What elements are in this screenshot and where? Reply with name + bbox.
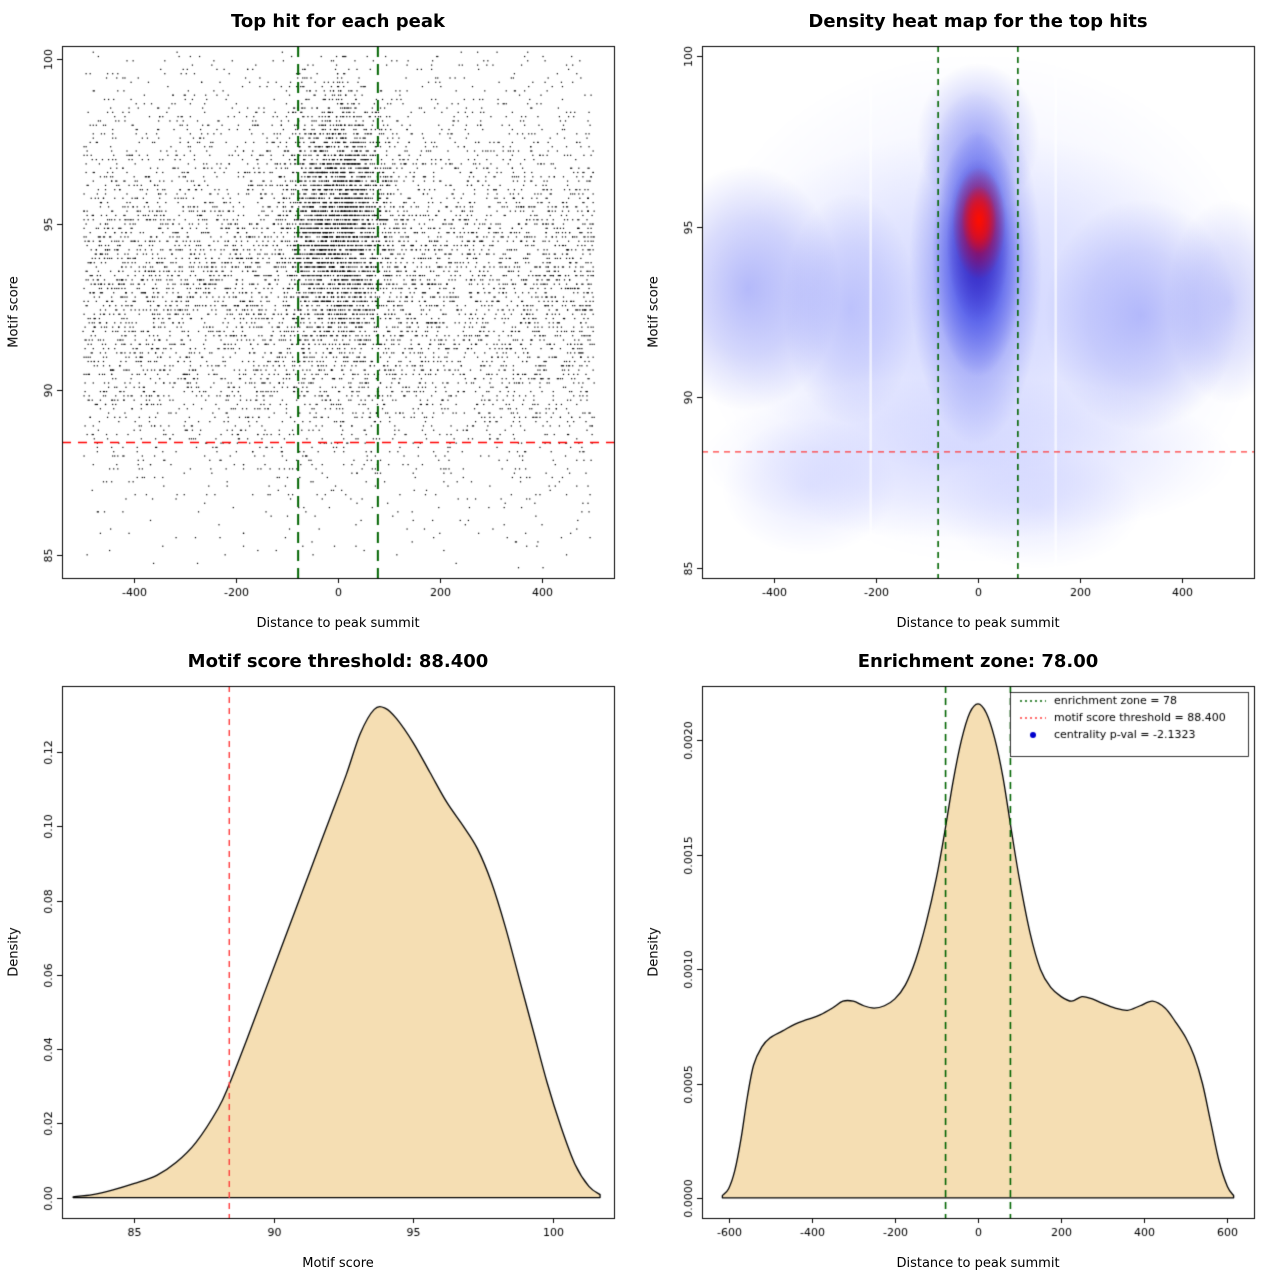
x-axis-label: Motif score (302, 1256, 374, 1271)
panel-top-hit-scatter: Top hit for each peak Distance to peak s… (0, 0, 640, 640)
chart-title: Motif score threshold: 88.400 (187, 651, 489, 672)
y-axis-label: Density (6, 927, 22, 977)
distance-density-canvas (640, 640, 1280, 1280)
heatmap-canvas (640, 0, 1280, 640)
panel-motif-score-density: Motif score threshold: 88.400 Motif scor… (0, 640, 640, 1280)
panel-density-heatmap: Density heat map for the top hits Distan… (640, 0, 1280, 640)
chart-title: Enrichment zone: 78.00 (857, 651, 1099, 672)
x-axis-label: Distance to peak summit (896, 1256, 1060, 1271)
panel-distance-density: Enrichment zone: 78.00 Distance to peak … (640, 640, 1280, 1280)
y-axis-label: Motif score (6, 276, 22, 348)
x-axis-label: Distance to peak summit (896, 616, 1060, 631)
y-axis-label: Density (646, 927, 662, 977)
y-axis-label: Motif score (646, 276, 662, 348)
scatter-plot-canvas (0, 0, 640, 640)
score-density-canvas (0, 640, 640, 1280)
x-axis-label: Distance to peak summit (256, 616, 420, 631)
chart-title: Density heat map for the top hits (808, 11, 1148, 32)
chart-title: Top hit for each peak (231, 11, 445, 32)
